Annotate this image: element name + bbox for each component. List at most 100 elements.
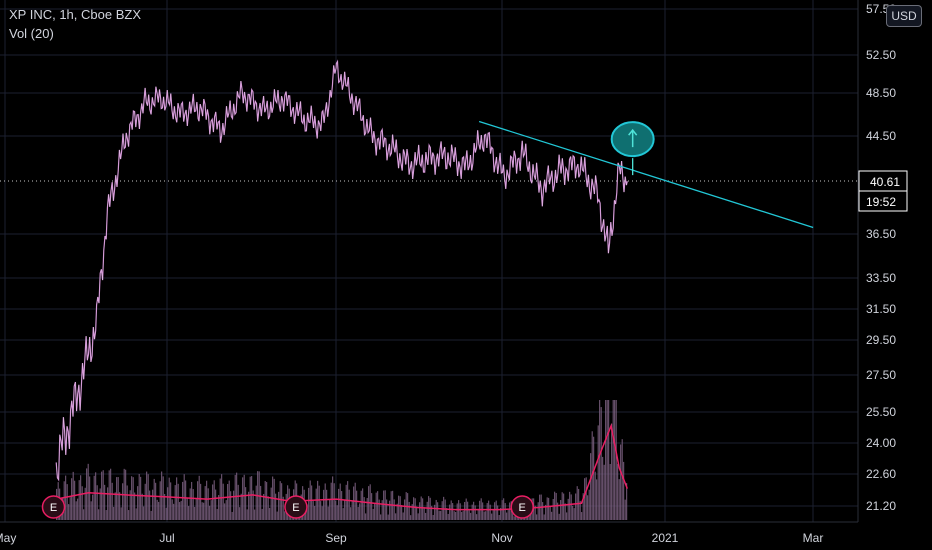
- volume-bar: [483, 511, 485, 520]
- volume-bar: [263, 494, 265, 520]
- volume-bar: [584, 478, 586, 520]
- volume-bar: [417, 513, 419, 520]
- volume-bar: [281, 483, 283, 520]
- x-tick-label: Nov: [491, 531, 512, 545]
- volume-bar: [104, 484, 106, 520]
- volume-bar: [218, 495, 220, 520]
- volume-bar: [255, 485, 257, 520]
- volume-bar: [80, 475, 82, 520]
- volume-legend: Vol (20): [9, 26, 54, 41]
- volume-bar: [548, 497, 550, 520]
- volume-bar: [179, 502, 181, 520]
- volume-bar: [330, 482, 332, 520]
- volume-bar: [314, 506, 316, 520]
- currency-button[interactable]: USD: [886, 5, 922, 27]
- volume-bar: [261, 508, 263, 520]
- volume-bar: [138, 474, 140, 520]
- volume-bar: [195, 497, 197, 520]
- volume-bar: [362, 488, 364, 520]
- y-tick-label: 25.50: [866, 405, 896, 419]
- volume-bar: [197, 481, 199, 520]
- y-tick-label: 29.50: [866, 333, 896, 347]
- volume-bar: [359, 503, 361, 520]
- volume-bar: [122, 483, 124, 520]
- volume-bar: [99, 488, 101, 520]
- volume-bar: [603, 464, 605, 520]
- volume-bar: [542, 502, 544, 520]
- volume-bar: [474, 505, 476, 520]
- volume-bar: [467, 501, 469, 520]
- y-tick-label: 22.60: [866, 467, 896, 481]
- volume-bar: [551, 511, 553, 520]
- volume-bar: [111, 482, 113, 520]
- y-tick-label: 33.50: [866, 271, 896, 285]
- volume-bar: [581, 512, 583, 520]
- volume-bar: [575, 493, 577, 520]
- volume-bar: [446, 508, 448, 520]
- volume-bar: [341, 491, 343, 520]
- volume-bar: [74, 480, 76, 520]
- volume-bar: [419, 502, 421, 520]
- volume-bar: [621, 439, 623, 520]
- volume-bar: [366, 497, 368, 520]
- volume-bar: [411, 504, 413, 520]
- volume-bar: [188, 506, 190, 520]
- volume-bar: [98, 509, 100, 520]
- volume-bar: [152, 489, 154, 520]
- volume-bar: [452, 503, 454, 520]
- volume-bar: [132, 477, 134, 520]
- volume-bar: [440, 510, 442, 520]
- volume-bar: [84, 487, 86, 520]
- volume-bar: [534, 505, 536, 520]
- volume-bar: [237, 484, 239, 520]
- volume-bar: [360, 490, 362, 520]
- volume-bar: [311, 485, 313, 520]
- volume-bar: [546, 497, 548, 520]
- volume-bar: [561, 492, 563, 520]
- volume-bar: [155, 482, 157, 520]
- volume-bar: [245, 487, 247, 520]
- volume-bar: [165, 507, 167, 520]
- volume-bar: [479, 500, 481, 520]
- volume-bar: [75, 501, 77, 520]
- volume-bar: [206, 480, 208, 520]
- volume-bar: [585, 477, 587, 520]
- volume-bar: [404, 499, 406, 520]
- volume-bar: [251, 476, 253, 520]
- volume-bar: [71, 478, 73, 520]
- volume-bar: [102, 470, 104, 520]
- volume-bar: [344, 499, 346, 520]
- volume-bar: [468, 510, 470, 520]
- volume-bar: [113, 506, 115, 520]
- volume-bar: [156, 499, 158, 520]
- volume-bar: [378, 499, 380, 520]
- volume-bar: [150, 510, 152, 520]
- volume-bar: [198, 475, 200, 520]
- volume-bar: [170, 482, 172, 520]
- volume-bar: [536, 514, 538, 520]
- volume-bar: [506, 512, 508, 520]
- volume-bar: [174, 485, 176, 520]
- volume-bar: [176, 477, 178, 520]
- volume-bar: [105, 510, 107, 520]
- volume-bar: [86, 468, 88, 520]
- volume-bar: [455, 511, 457, 520]
- volume-bar: [120, 507, 122, 520]
- volume-bar: [560, 500, 562, 520]
- volume-bar: [504, 503, 506, 520]
- volume-bar: [153, 478, 155, 520]
- volume-bar: [557, 502, 559, 520]
- volume-bar: [423, 507, 425, 520]
- volume-bar: [500, 507, 502, 520]
- volume-bar: [471, 504, 473, 520]
- volume-bar: [567, 498, 569, 520]
- volume-bar: [243, 474, 245, 520]
- volume-bar: [381, 500, 383, 520]
- volume-bar: [230, 491, 232, 520]
- volume-bar: [204, 486, 206, 520]
- volume-bar: [83, 509, 85, 520]
- earnings-label: E: [50, 502, 57, 514]
- volume-bar: [365, 513, 367, 520]
- volume-bar: [386, 499, 388, 520]
